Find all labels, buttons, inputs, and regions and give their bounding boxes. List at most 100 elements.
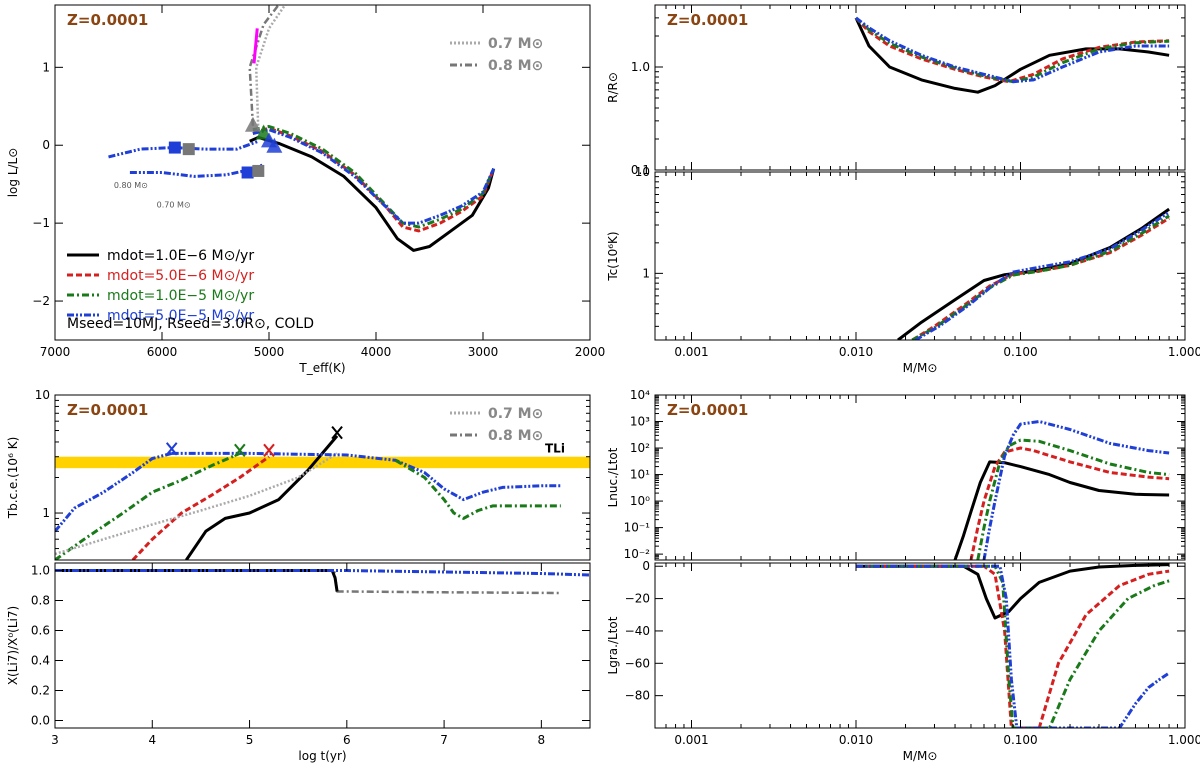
y-tick-label: −80 [625,689,650,703]
x-tick-label: 6000 [147,345,178,359]
y-tick-label: 10⁻² [624,547,651,561]
plot-frame [654,562,1186,729]
series-line-1 [856,564,1170,728]
panel-li: 3 4 5 6 7 8 0.0 0.2 0.4 0.6 0.8 1.0 log t(yr) X(Li7)/… [6,562,591,763]
series-line-0 [953,460,1170,560]
series-line-4 [108,139,259,159]
y-tick-label: 1.0 [631,60,650,74]
legend-label-0: mdot=1.0E−6 M⊙/yr [107,248,254,264]
gray-legend-label-1: 0.8 M⊙ [488,58,543,74]
series-line-3 [252,128,496,225]
series-line-0 [249,135,496,252]
y-tick-label: 0 [642,559,650,573]
y-tick-label: 10⁻¹ [624,521,651,535]
triangle-marker-3 [266,137,283,153]
panel-title: Z=0.0001 [667,11,748,29]
panel-tc: 0.001 0.010 0.100 1.000 1 10 M/M⊙ Tc(10⁶K) [606,165,1200,375]
y-tick-label: 0 [42,138,50,152]
x-tick-label: 0.010 [839,733,873,747]
plot-area [55,425,590,560]
gray-legend-label-1: 0.8 M⊙ [488,428,543,444]
series-line-1 [911,216,1170,340]
series-line-1 [252,126,496,233]
series-line-1 [55,569,339,592]
panel-radius: 0.1 1.0 R/R⊙ Z=0.0001 [606,4,1186,177]
plot-area [854,16,1170,94]
x-tick-label: 0.001 [674,733,708,747]
plot-frame [54,562,591,729]
x-tick-label: 4000 [361,345,392,359]
series-line-5 [171,451,561,502]
x-marker-0 [165,442,178,456]
y-axis-title: Lnuc./Ltot [606,447,620,507]
x-marker-1 [234,443,246,457]
x-tick-label: 6 [343,733,351,747]
y-tick-label: 10 [35,388,50,402]
x-tick-label: 0.100 [1003,345,1037,359]
y-axis-title: Tc(10⁶K) [606,231,620,281]
panel-title: Z=0.0001 [67,401,148,419]
series-line-1 [969,446,1170,560]
y-tick-label: 0.8 [31,594,50,608]
square-marker-1 [182,143,195,156]
square-marker-0 [168,141,181,154]
magenta-segment [252,28,259,64]
plot-frame [654,171,1186,341]
x-axis-title: M/M⊙ [903,361,938,375]
y-axis-title: Tb.c.e.(10⁶ K) [6,437,20,520]
x-tick-label: 0.001 [674,345,708,359]
series-line-3 [55,451,173,533]
y-tick-label: 0.4 [31,654,50,668]
plot-area [953,420,1170,560]
y-tick-label: 10¹ [630,468,650,482]
x-marker-2 [263,443,275,457]
x-tick-label: 0.010 [839,345,873,359]
y-axis-title: Lgra./Ltot [606,616,620,674]
legend-label-3: mdot=5.0E−5 M⊙/yr [107,308,254,324]
plot-frame [654,4,1186,171]
y-tick-label: 10 [635,165,650,179]
y-tick-label: 1 [42,60,50,74]
y-tick-label: 0.2 [31,684,50,698]
series-line-0 [856,563,1170,620]
panel-tbce: TLi 1 10 Tb.c.e.(10⁶ K) Z=0.0001 0.7 M⊙ 0.8 M⊙ [6,388,591,561]
x-tick-label: 7000 [40,345,71,359]
y-axis-title: log L/L⊙ [6,148,20,198]
figure-layer: 7000 6000 5000 4000 3000 2000−2−101T_eff(K)lo… [6,4,1200,763]
y-tick-label: 10⁰ [630,494,650,508]
series-line-3 [914,211,1170,340]
plot-frame [654,394,1186,561]
x-tick-label: 3000 [468,345,499,359]
track-label-1: 0.70 M⊙ [157,201,191,210]
y-tick-label: 10³ [630,415,650,429]
x-axis-title: T_eff(K) [298,361,345,375]
series-line-2 [976,438,1170,560]
series-line-0 [897,207,1170,340]
x-tick-label: 5 [246,733,254,747]
y-tick-label: −20 [625,592,650,606]
y-tick-label: −1 [32,216,50,230]
plot-area [856,563,1170,728]
series-line-2 [252,125,496,229]
panel-lgra: 0.001 0.010 0.100 1.000 −80 −60 −40 −20 0 M/M⊙ Lgr… [606,559,1200,763]
x-tick-label: 0.100 [1003,733,1037,747]
series-line-6 [394,459,561,520]
square-marker-3 [252,164,265,177]
x-tick-label: 7 [440,733,448,747]
y-tick-label: 0.6 [31,624,50,638]
series-line-0 [55,569,561,595]
triangle-marker-0 [244,116,261,132]
series-line-2 [55,569,590,577]
gray-legend-label-0: 0.7 M⊙ [488,36,543,52]
x-tick-label: 2000 [575,345,606,359]
legend-label-2: mdot=1.0E−5 M⊙/yr [107,288,254,304]
series-line-2 [55,452,241,560]
seed-annotation: Mseed=10MJ, Rseed=3.0R⊙, COLD [67,316,314,332]
y-tick-label: 10² [630,441,650,455]
y-axis-title: X(Li7)/X⁰(Li7) [6,606,20,685]
band-label: TLi [545,442,565,456]
series-line-0 [854,17,1170,94]
series-line-2 [854,16,1170,84]
panel-title: Z=0.0001 [667,401,748,419]
